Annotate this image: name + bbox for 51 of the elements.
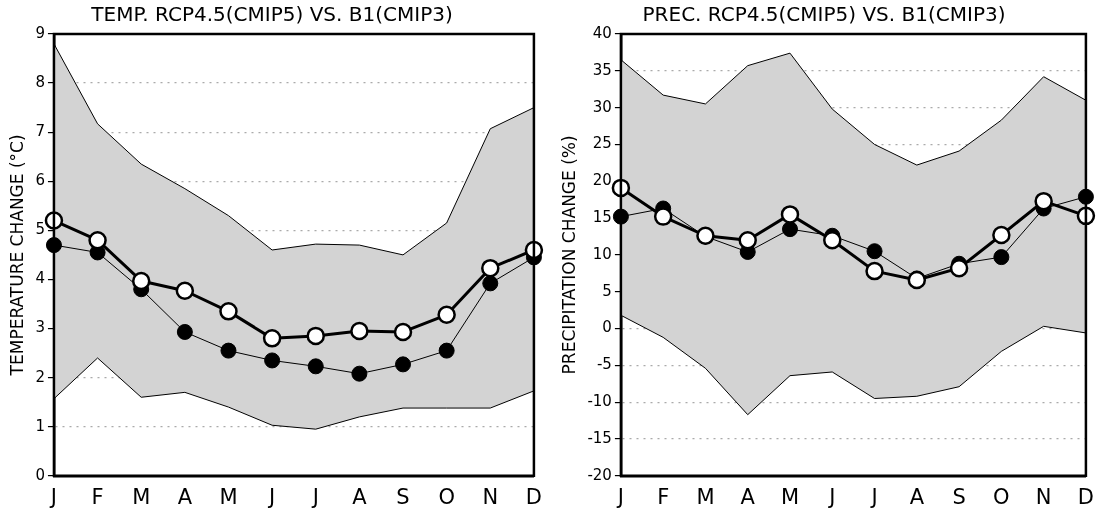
y-tick-label: 3 bbox=[35, 318, 45, 337]
y-tick-label: -15 bbox=[587, 428, 612, 447]
x-tick-label: A bbox=[909, 484, 925, 509]
y-tick-label: 0 bbox=[35, 465, 45, 484]
y-tick-label: 0 bbox=[602, 318, 612, 337]
x-tick-label: J bbox=[869, 484, 878, 509]
y-tick-label: 5 bbox=[602, 281, 612, 300]
y-axis-title: TEMPERATURE CHANGE (°C) bbox=[6, 134, 27, 377]
x-tick-label: D bbox=[1077, 484, 1094, 509]
y-tick-label: 2 bbox=[35, 367, 45, 386]
x-tick-label: N bbox=[1035, 484, 1052, 509]
y-tick-label: 9 bbox=[35, 23, 45, 42]
y-tick-label: -10 bbox=[587, 392, 612, 411]
x-tick-label: S bbox=[396, 484, 410, 509]
x-tick-label: J bbox=[48, 484, 58, 509]
y-tick-label: 20 bbox=[592, 171, 612, 190]
y-tick-label: 30 bbox=[592, 97, 612, 116]
x-tick-label: A bbox=[740, 484, 756, 509]
y-tick-label: 6 bbox=[35, 171, 45, 190]
y-tick-label: 25 bbox=[592, 134, 612, 153]
y-tick-label: 7 bbox=[35, 122, 45, 141]
y-tick-label: 15 bbox=[592, 207, 612, 226]
x-tick-label: M bbox=[780, 484, 800, 509]
y-tick-label: -20 bbox=[587, 465, 612, 484]
x-tick-label: S bbox=[952, 484, 966, 509]
y-tick-label: 5 bbox=[35, 220, 45, 239]
x-tick-label: A bbox=[177, 484, 193, 509]
x-tick-label: A bbox=[352, 484, 368, 509]
chart-title: TEMP. RCP4.5(CMIP5) VS. B1(CMIP3) bbox=[90, 2, 453, 27]
chart-title: PREC. RCP4.5(CMIP5) VS. B1(CMIP3) bbox=[642, 2, 1006, 27]
y-tick-label: -5 bbox=[596, 355, 612, 374]
x-tick-label: N bbox=[482, 484, 499, 509]
x-tick-label: O bbox=[438, 484, 455, 509]
x-tick-label: J bbox=[827, 484, 836, 509]
y-tick-label: 4 bbox=[35, 269, 45, 288]
x-tick-label: J bbox=[310, 484, 319, 509]
x-tick-label: M bbox=[132, 484, 151, 509]
x-tick-label: F bbox=[91, 484, 104, 509]
y-axis-title: PRECIPITATION CHANGE (%) bbox=[558, 135, 579, 375]
x-tick-label: M bbox=[696, 484, 715, 509]
x-tick-label: F bbox=[657, 484, 670, 509]
x-tick-label: O bbox=[993, 484, 1010, 509]
y-tick-label: 35 bbox=[592, 60, 612, 79]
y-tick-label: 40 bbox=[592, 23, 612, 42]
y-tick-label: 1 bbox=[35, 416, 45, 435]
x-tick-label: M bbox=[219, 484, 238, 509]
x-tick-label: J bbox=[615, 484, 624, 509]
x-tick-label: J bbox=[267, 484, 276, 509]
x-tick-label: D bbox=[525, 484, 542, 509]
y-tick-label: 8 bbox=[35, 72, 45, 91]
y-tick-label: 10 bbox=[592, 244, 612, 263]
